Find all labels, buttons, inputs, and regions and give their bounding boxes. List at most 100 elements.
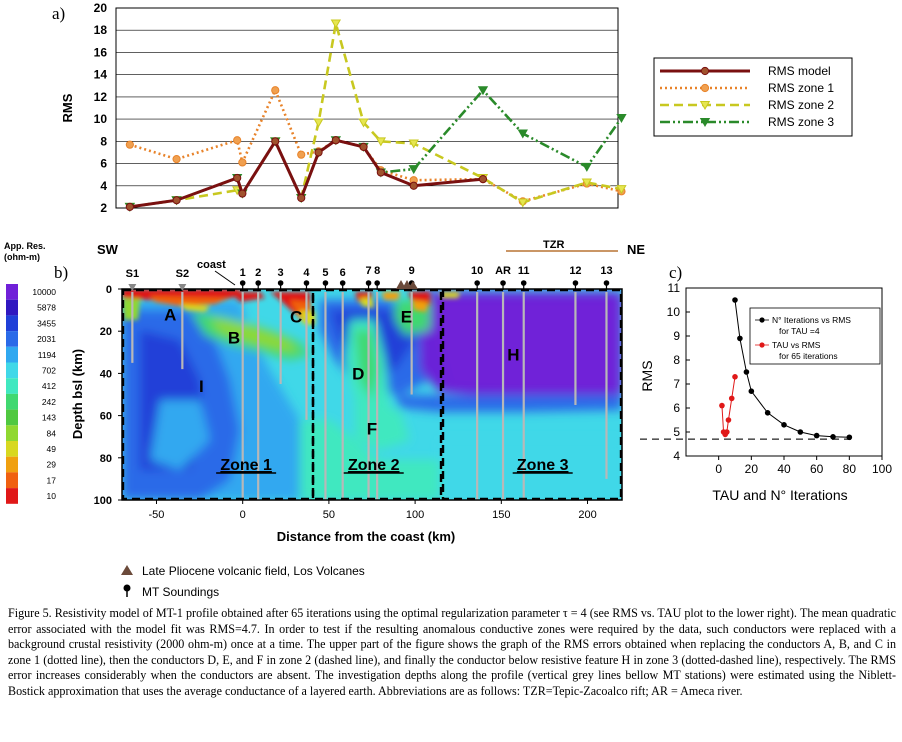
colorbar-swatch <box>6 409 18 426</box>
x-tick-label: -50 <box>149 509 165 521</box>
legend-label: RMS model <box>768 64 831 78</box>
colorbar-swatch <box>6 472 18 489</box>
station-marker <box>277 280 284 286</box>
data-point <box>409 181 418 190</box>
volcanic-legend-icon <box>121 565 133 575</box>
x-tick-label: 0 <box>240 509 246 521</box>
colorbar-swatch <box>6 488 18 504</box>
data-point <box>359 142 368 151</box>
colorbar-swatch <box>6 456 18 473</box>
data-point <box>616 185 627 195</box>
station-label: 2 <box>255 267 261 279</box>
conductor-h: H <box>507 345 519 364</box>
data-point <box>737 335 743 342</box>
legend-entry: RMS zone 2 <box>660 98 834 112</box>
station-label: 10 <box>471 265 483 277</box>
data-point <box>830 434 836 440</box>
station-label: 12 <box>569 265 581 277</box>
station-1: 1 <box>240 267 246 290</box>
colorbar-swatch <box>6 299 18 316</box>
data-point <box>517 198 528 208</box>
y-tick-label: 5 <box>673 425 680 439</box>
x-tick-label: 200 <box>578 509 596 521</box>
data-point <box>797 429 804 435</box>
data-point <box>125 140 134 149</box>
series-rms-zone-1 <box>125 86 626 206</box>
colorbar-swatch <box>6 284 18 300</box>
colorbar-swatch <box>6 425 18 441</box>
tau-iterations-chart: 4 5 6 7 8 9 10 11 0 20 40 60 80 100 RMS TAU and N° I… <box>639 281 892 503</box>
x-tick-label: 40 <box>777 462 791 476</box>
conductor-c: C <box>290 307 302 326</box>
data-point <box>297 193 306 203</box>
data-point <box>724 429 730 435</box>
rms-y-tick-label: 2 <box>100 201 107 215</box>
tau-legend-label: for TAU =4 <box>779 326 820 336</box>
y-tick-label: 8 <box>673 353 680 367</box>
mt-sounding-legend-icon <box>123 584 131 597</box>
station-8: 8 <box>374 265 380 290</box>
station-label: 3 <box>278 267 284 279</box>
legend-label: RMS zone 3 <box>768 115 834 129</box>
colorbar-label: 3455 <box>37 318 56 328</box>
depth-axis-label: Depth bsl (km) <box>70 349 85 439</box>
station-label: AR <box>495 265 511 277</box>
rms-y-tick-label: 14 <box>94 68 108 82</box>
data-point <box>748 388 755 395</box>
legend-marker <box>699 118 711 128</box>
station-marker <box>339 280 346 286</box>
station-s1: S1 <box>126 268 139 291</box>
data-point <box>271 137 280 146</box>
series-line <box>129 23 622 209</box>
volcanic-field-markers <box>396 280 418 289</box>
y-tick-label: 10 <box>667 305 681 319</box>
y-tick-label: 100 <box>94 495 112 507</box>
data-point <box>330 19 342 29</box>
station-label: 7 <box>365 265 371 277</box>
data-point <box>331 136 340 145</box>
x-tick-label: 0 <box>715 462 722 476</box>
data-point <box>271 86 280 95</box>
data-point <box>732 374 738 380</box>
station-marker <box>374 280 380 286</box>
tau-series-2 <box>719 374 738 438</box>
station-2: 2 <box>255 267 261 290</box>
data-point <box>732 297 738 303</box>
colorbar-title: App. Res. (ohm-m) <box>4 241 46 262</box>
series-rms-model <box>125 136 488 211</box>
data-point <box>313 118 324 128</box>
conductor-i: I <box>199 377 204 396</box>
zone-1-box <box>122 289 315 500</box>
rms-y-tick-label: 4 <box>100 179 107 193</box>
station-label: 4 <box>303 267 310 279</box>
panel-label-c: c) <box>669 263 682 282</box>
rms-legend: RMS model RMS zone 1 RMS zone 2 RMS zone 3 <box>653 57 853 137</box>
data-point <box>238 189 247 198</box>
station-label: 8 <box>374 265 380 277</box>
station-5: 5 <box>322 267 329 290</box>
station-label: 11 <box>518 265 530 277</box>
data-point <box>719 402 725 409</box>
zone-3-box <box>441 289 622 500</box>
data-point <box>314 148 323 157</box>
colorbar-swatch <box>6 441 18 457</box>
data-point <box>517 129 528 139</box>
station-marker <box>500 280 506 286</box>
station-12: 12 <box>569 265 582 290</box>
tau-legend-label: for 65 iterations <box>779 351 838 361</box>
colorbar-title-line: (ohm-m) <box>4 252 40 262</box>
station-marker <box>365 280 372 286</box>
volcanic-legend-label: Late Pliocene volcanic field, Los Volcan… <box>142 564 365 578</box>
legend-entry: RMS model <box>660 64 831 78</box>
conductor-d: D <box>352 364 364 383</box>
station-marker <box>603 280 610 286</box>
mt-legend-label: MT Soundings <box>142 585 219 599</box>
x-tick-label: 50 <box>323 509 335 521</box>
y-tick-label: 20 <box>100 326 112 338</box>
colorbar-swatch <box>6 393 18 410</box>
station-label: 9 <box>409 265 415 277</box>
colorbar-label: 84 <box>47 428 57 438</box>
data-point <box>813 432 820 439</box>
tau-legend-label: TAU vs RMS <box>772 340 821 350</box>
tau-rms-axis-label: RMS <box>639 360 655 391</box>
